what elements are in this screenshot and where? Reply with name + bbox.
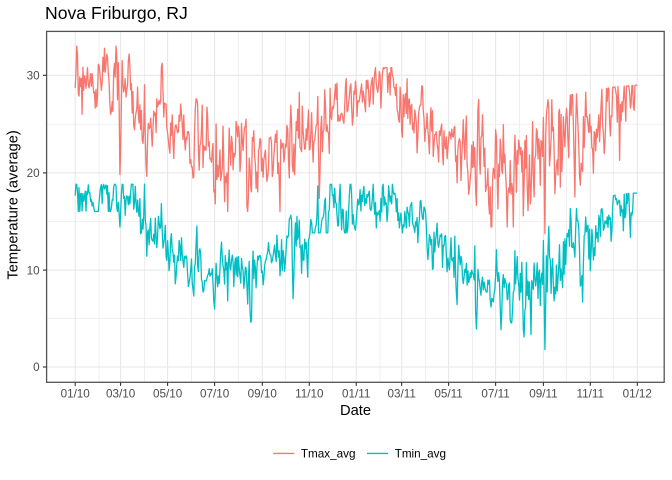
svg-text:Nova Friburgo, RJ: Nova Friburgo, RJ [45,3,188,23]
svg-text:03/11: 03/11 [388,388,416,401]
svg-text:07/11: 07/11 [481,388,509,401]
svg-text:01/10: 01/10 [61,388,91,401]
svg-text:Tmax_avg: Tmax_avg [301,448,356,461]
svg-text:Temperature (average): Temperature (average) [5,130,21,279]
svg-text:11/11: 11/11 [577,388,605,401]
svg-text:05/10: 05/10 [153,388,183,401]
svg-text:0: 0 [33,361,40,374]
svg-text:Date: Date [340,403,371,419]
svg-text:05/11: 05/11 [434,388,462,401]
svg-text:11/10: 11/10 [295,388,324,401]
svg-text:10: 10 [27,264,41,277]
svg-text:30: 30 [27,70,41,83]
svg-text:09/11: 09/11 [529,388,557,401]
svg-text:03/10: 03/10 [106,388,136,401]
svg-text:09/10: 09/10 [248,388,278,401]
svg-text:01/11: 01/11 [342,388,370,401]
svg-text:20: 20 [27,167,41,180]
svg-text:Tmin_avg: Tmin_avg [395,448,446,461]
svg-text:07/10: 07/10 [200,388,230,401]
svg-text:01/12: 01/12 [623,388,652,401]
